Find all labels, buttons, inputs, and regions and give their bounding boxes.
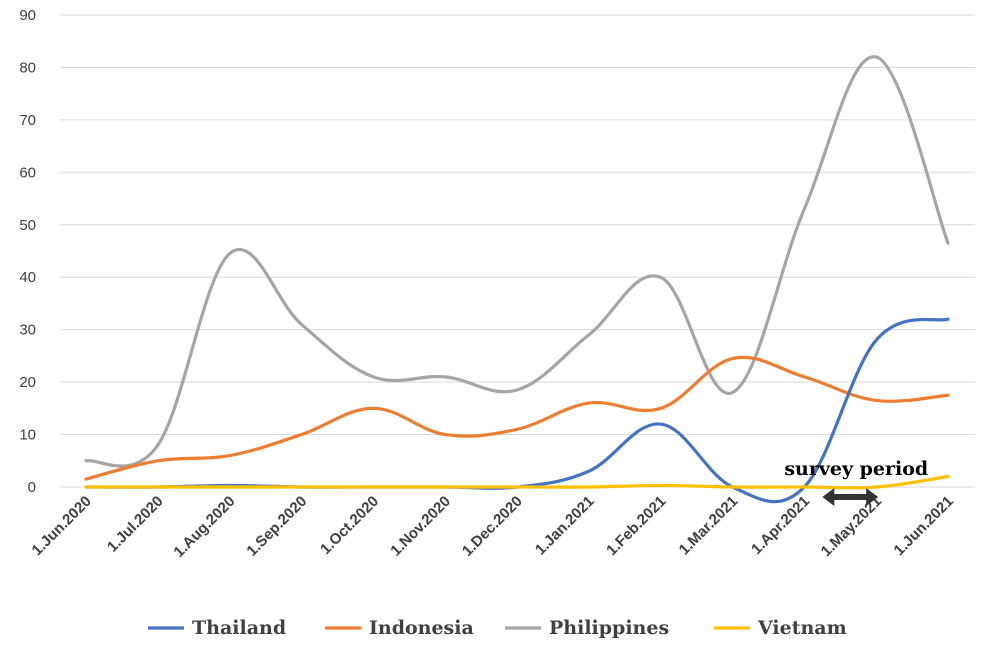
- x-tick-label: 1.Aug.2020: [170, 493, 238, 561]
- y-tick-label: 70: [19, 112, 36, 129]
- y-tick-label: 80: [19, 59, 36, 76]
- legend-label: Indonesia: [369, 617, 474, 639]
- legend-label: Philippines: [549, 617, 669, 639]
- legend-label: Vietnam: [757, 617, 847, 639]
- series-line-philippines: [84, 55, 950, 468]
- x-tick-label: 1.Mar.2021: [676, 493, 742, 559]
- y-tick-label: 0: [28, 479, 36, 496]
- series-line-vietnam: [84, 474, 950, 490]
- x-tick-label: 1.Dec.2020: [459, 493, 526, 560]
- x-tick-label: 1.May.2021: [818, 493, 885, 560]
- x-tick-label: 1.Jun.2021: [891, 493, 957, 559]
- x-axis: 1.Jun.2020 1.Jul.2020 1.Aug.2020 1.Sep.2020…: [29, 493, 957, 561]
- x-tick-label: 1.Jun.2020: [29, 493, 95, 559]
- x-tick-label: 1.Jan.2021: [532, 493, 598, 559]
- legend: Thailand Indonesia Philippines Vietnam: [148, 617, 847, 639]
- gridlines: [60, 14, 975, 488]
- legend-label: Thailand: [192, 617, 286, 639]
- x-tick-label: 1.Sep.2020: [243, 493, 310, 560]
- y-tick-label: 60: [19, 164, 36, 181]
- survey-period-annotation: survey period: [784, 458, 928, 506]
- y-tick-label: 30: [19, 322, 36, 339]
- y-axis: 0 10 20 30 40 50 60 70 80 90: [19, 7, 36, 496]
- x-tick-label: 1.Jul.2020: [104, 493, 167, 556]
- y-tick-label: 50: [19, 217, 36, 234]
- series-lines: [84, 55, 950, 504]
- y-tick-label: 20: [19, 374, 36, 391]
- survey-period-label: survey period: [784, 458, 928, 480]
- x-tick-label: 1.Feb.2021: [603, 493, 669, 559]
- y-tick-label: 40: [19, 269, 36, 286]
- survey-period-double-arrow-icon: [822, 488, 879, 506]
- y-tick-label: 90: [19, 7, 36, 24]
- series-line-indonesia: [84, 355, 950, 481]
- x-tick-label: 1.Oct.2020: [317, 493, 382, 558]
- x-tick-label: 1.Nov.2020: [387, 493, 454, 560]
- y-tick-label: 10: [19, 427, 36, 444]
